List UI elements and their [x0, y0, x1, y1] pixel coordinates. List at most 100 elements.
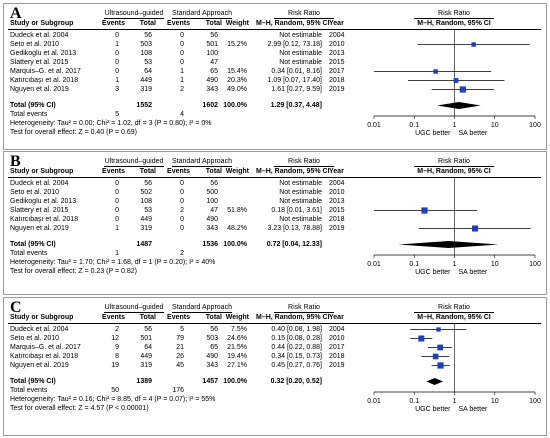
events-sa: 0: [180, 198, 184, 205]
col-rr: M–H, Random, 95% CI: [256, 168, 330, 175]
x-tick-label: 100: [529, 398, 541, 405]
overall-effect: Test for overall effect: Z = 0.23 (P = 0…: [10, 268, 137, 275]
year: 2015: [329, 59, 345, 66]
group1-underline: [104, 312, 164, 313]
weight: 21.5%: [227, 344, 247, 351]
col-events-2: Events: [167, 20, 190, 27]
col-events-1: Events: [102, 168, 125, 175]
year: 2004: [329, 180, 345, 187]
total-ugc: 319: [140, 225, 152, 232]
risk-ratio: 0.34 [0.15, 0.73]: [271, 353, 322, 360]
year: 2013: [329, 198, 345, 205]
total-ugc: 56: [144, 180, 152, 187]
risk-ratio: 0.18 [0.01, 3.61]: [271, 207, 322, 214]
rr-plot-header-underline: [414, 18, 494, 19]
heterogeneity: Heterogeneity: Tau² = 1.70; Chi² = 1.68,…: [10, 259, 216, 266]
point-estimate-square: [418, 335, 425, 342]
overall-effect: Test for overall effect: Z = 4.57 (P < 0…: [10, 405, 149, 412]
risk-ratio: 0.45 [0.27, 0.76]: [271, 362, 322, 369]
risk-ratio: Not estimable: [279, 189, 322, 196]
events-sa: 0: [180, 41, 184, 48]
risk-ratio: 0.34 [0.01, 8.16]: [271, 68, 322, 75]
point-estimate-square: [453, 78, 459, 83]
forest-panel-b: B Ultrasound–guided Standard Approach Risk …: [3, 151, 547, 295]
group-header-standard: Standard Approach: [172, 158, 232, 165]
events-sa: 0: [180, 32, 184, 39]
total-ugc: 449: [140, 216, 152, 223]
events-sa: 2: [180, 207, 184, 214]
x-tick-label: 1: [453, 261, 457, 268]
col-study: Study or Subgroup: [10, 314, 74, 321]
events-sa: 0: [180, 50, 184, 57]
year: 2019: [329, 225, 345, 232]
point-estimate-square: [437, 344, 444, 351]
risk-ratio: 3.23 [0.13, 78.88]: [267, 225, 323, 232]
panel-letter: C: [10, 299, 22, 316]
events-sa: 21: [176, 344, 184, 351]
study-name: Nguyen et al. 2019: [10, 225, 69, 232]
panel-letter: B: [10, 153, 21, 170]
total-ugc: 108: [140, 50, 152, 57]
year: 2004: [329, 32, 345, 39]
favours-right-label: SA better: [459, 406, 488, 413]
year: 2010: [329, 335, 345, 342]
total-label: Total (95% CI): [10, 102, 56, 109]
events-ugc: 1: [115, 225, 119, 232]
col-weight: Weight: [225, 20, 249, 27]
header-rule: [8, 323, 541, 324]
total-ugc: 108: [140, 198, 152, 205]
col-rr: M–H, Random, 95% CI: [256, 314, 330, 321]
x-tick-label: 0.1: [409, 398, 419, 405]
weight: 48.2%: [227, 225, 247, 232]
point-estimate-square: [471, 42, 476, 47]
year: 2013: [329, 50, 345, 57]
col-study: Study or Subgroup: [10, 20, 74, 27]
study-name: Katırcıbaşı et al. 2018: [10, 77, 79, 84]
x-tick-label: 0.01: [367, 261, 381, 268]
col-total-1: Total: [139, 20, 156, 27]
col-total-1: Total: [139, 314, 156, 321]
x-tick-label: 1: [453, 398, 457, 405]
total-sa: 47: [210, 207, 218, 214]
risk-ratio: Not estimable: [279, 50, 322, 57]
events-sa: 1: [180, 68, 184, 75]
events-ugc: 8: [115, 353, 119, 360]
summary-diamond: [398, 241, 499, 248]
x-tick-label: 0.1: [409, 122, 419, 129]
risk-ratio-plot-header: Risk Ratio: [438, 304, 470, 311]
panel-letter: A: [10, 5, 22, 22]
study-name: Slattery et al. 2015: [10, 59, 69, 66]
weight: 7.5%: [231, 326, 247, 333]
study-name: Dudeck et al. 2004: [10, 32, 69, 39]
point-estimate-square: [433, 69, 438, 74]
forest-plot-svg: 0.01 0.1 1 10 100 UGC better SA better: [367, 29, 541, 137]
forest-panel-c: C Ultrasound–guided Standard Approach Risk …: [3, 297, 547, 436]
events-sa: 0: [180, 180, 184, 187]
weight: 15.2%: [227, 41, 247, 48]
total-weight: 100.0%: [223, 378, 247, 385]
total-events-ugc: 1: [115, 250, 119, 257]
x-tick-label: 10: [491, 398, 499, 405]
total-label: Total (95% CI): [10, 378, 56, 385]
total-sa: 343: [206, 86, 218, 93]
favours-left-label: UGC better: [415, 130, 451, 137]
risk-ratio: Not estimable: [279, 180, 322, 187]
total-ugc: 503: [140, 41, 152, 48]
col-rr: M–H, Random, 95% CI: [256, 20, 330, 27]
events-ugc: 1: [115, 77, 119, 84]
col-events-2: Events: [167, 314, 190, 321]
study-name: Gedikoglu et al. 2013: [10, 50, 77, 57]
events-ugc: 1: [115, 41, 119, 48]
favours-right-label: SA better: [459, 130, 488, 137]
col-events-2: Events: [167, 168, 190, 175]
group-header-ultrasound: Ultrasound–guided: [104, 158, 164, 165]
study-name: Dudeck et al. 2004: [10, 326, 69, 333]
col-events-1: Events: [102, 20, 125, 27]
events-sa: 0: [180, 189, 184, 196]
risk-ratio: 1.09 [0.07, 17.40]: [267, 77, 323, 84]
total-sa: 503: [206, 335, 218, 342]
col-weight: Weight: [225, 168, 249, 175]
total-ugc: 502: [140, 189, 152, 196]
total-ugc: 449: [140, 353, 152, 360]
x-tick-label: 0.1: [409, 261, 419, 268]
